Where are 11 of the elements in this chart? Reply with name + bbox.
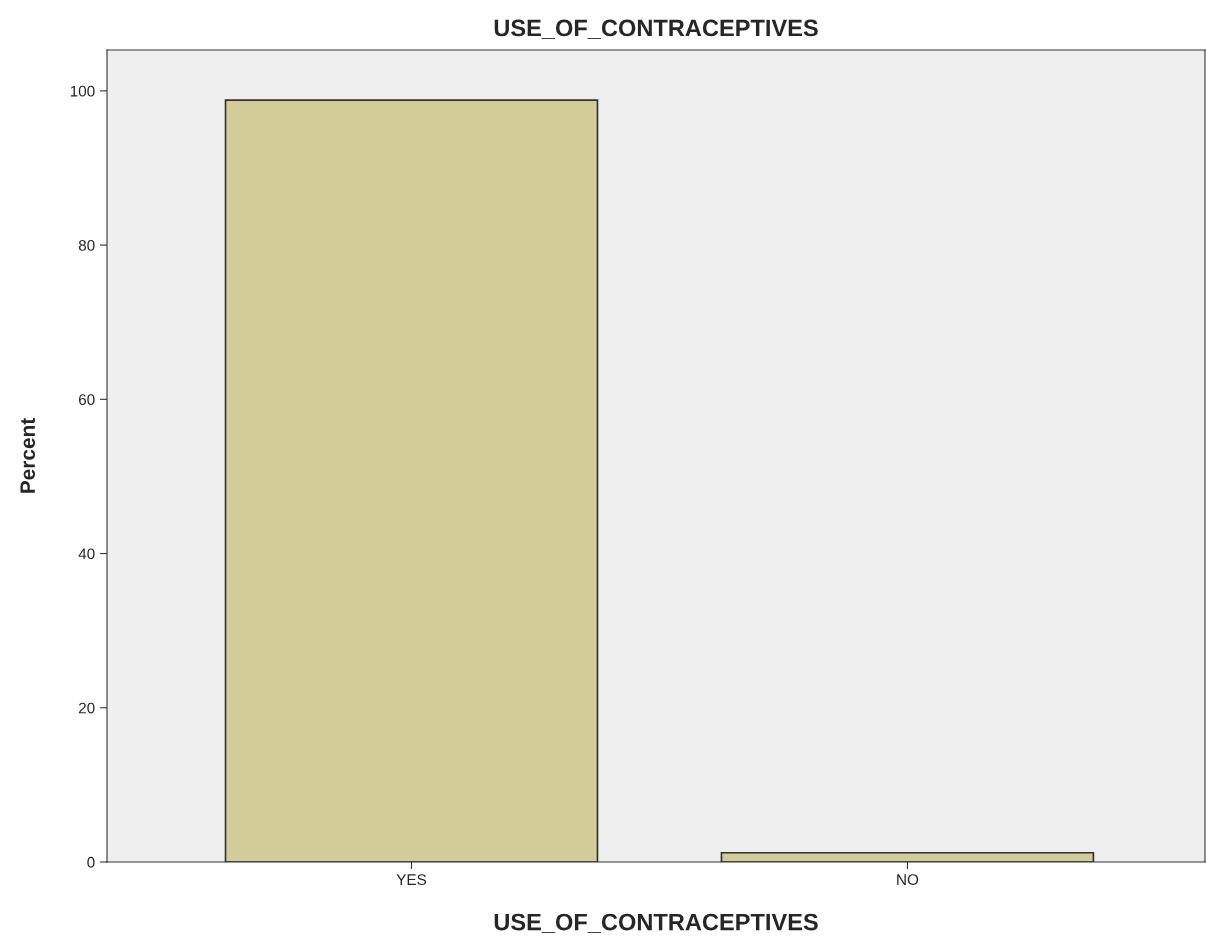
x-tick-label: NO xyxy=(897,874,919,886)
y-tick-label: 80 xyxy=(78,239,95,251)
y-tick-label: 0 xyxy=(87,856,95,868)
y-tick-label: 60 xyxy=(78,394,95,406)
chart-title: USE_OF_CONTRACEPTIVES xyxy=(494,19,818,39)
y-axis-title: Percent xyxy=(20,418,36,493)
y-tick-label: 40 xyxy=(78,548,95,560)
x-tick-label: YES xyxy=(396,874,427,886)
y-tick-label: 20 xyxy=(78,702,95,714)
y-tick-label: 100 xyxy=(70,85,95,97)
x-axis-title: USE_OF_CONTRACEPTIVES xyxy=(494,913,818,934)
